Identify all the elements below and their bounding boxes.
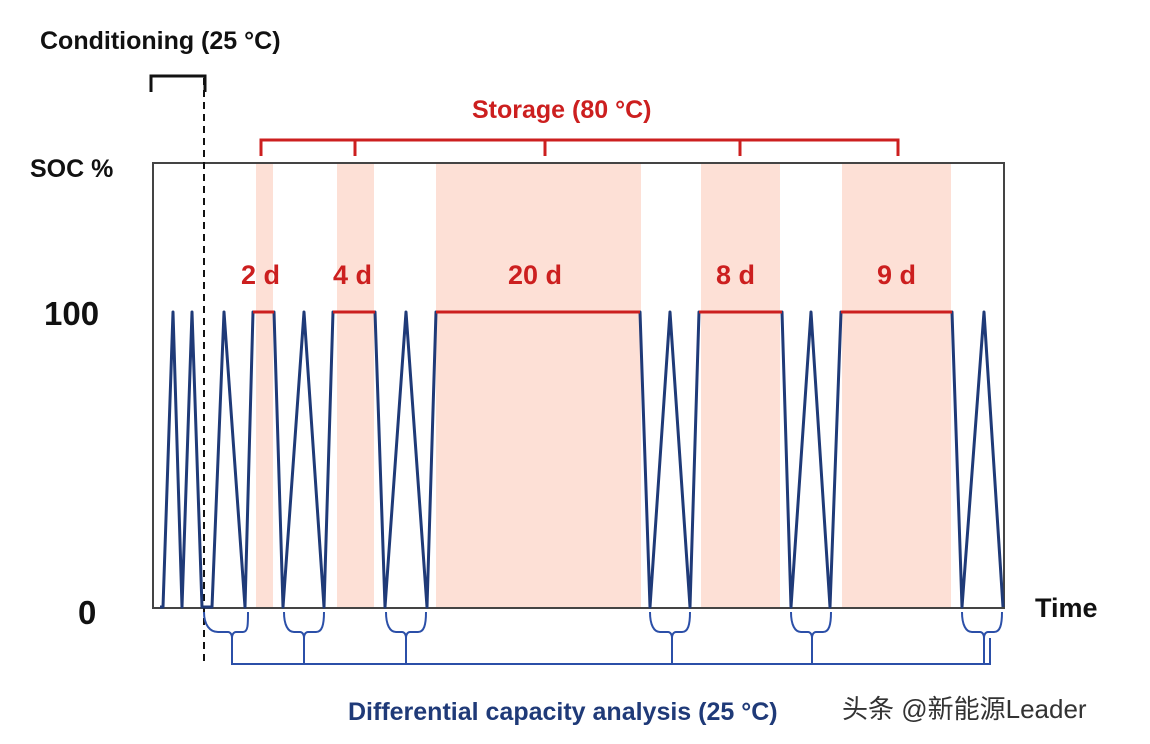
x-axis-label: Time bbox=[1035, 593, 1098, 623]
dca-bracket-1 bbox=[203, 611, 249, 639]
y-axis-label: SOC % bbox=[30, 155, 113, 183]
dca-brackets bbox=[203, 611, 1003, 665]
dca-bracket-4 bbox=[649, 611, 691, 639]
dca-bracket-5 bbox=[790, 611, 832, 639]
y-tick-100: 100 bbox=[44, 295, 99, 332]
storage-shading bbox=[256, 163, 951, 608]
storage-bracket bbox=[259, 138, 900, 156]
dca-bracket-main bbox=[231, 638, 991, 665]
plot-frame bbox=[152, 162, 1005, 609]
storage-shade-4 bbox=[701, 163, 780, 608]
storage-shade-5 bbox=[842, 163, 951, 608]
dca-label: Differential capacity analysis (25 °C) bbox=[348, 698, 778, 726]
storage-period-label-3: 20 d bbox=[508, 260, 562, 290]
storage-period-label-5: 9 d bbox=[877, 260, 916, 290]
storage-label: Storage (80 °C) bbox=[472, 96, 651, 124]
storage-shade-2 bbox=[337, 163, 374, 608]
storage-shade-1 bbox=[256, 163, 273, 608]
dca-bracket-2 bbox=[283, 611, 325, 639]
dca-bracket-3 bbox=[385, 611, 427, 639]
dca-bracket-6 bbox=[961, 611, 1003, 639]
conditioning-label: Conditioning (25 °C) bbox=[40, 27, 281, 55]
storage-period-label-2: 4 d bbox=[333, 260, 372, 290]
watermark: 头条 @新能源Leader bbox=[842, 694, 1087, 724]
storage-period-label-1: 2 d bbox=[241, 260, 280, 290]
storage-period-label-4: 8 d bbox=[716, 260, 755, 290]
soc-waveform bbox=[160, 310, 1005, 609]
storage-shade-3 bbox=[436, 163, 641, 608]
conditioning-bracket bbox=[149, 74, 207, 92]
y-tick-0: 0 bbox=[78, 594, 96, 631]
